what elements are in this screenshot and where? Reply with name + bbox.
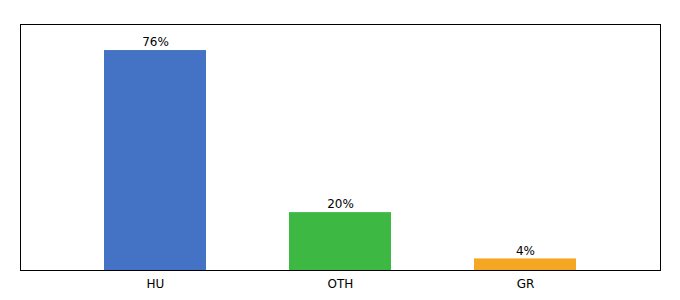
svg-text:OTH: OTH xyxy=(328,277,354,291)
svg-text:HU: HU xyxy=(147,277,165,291)
svg-text:GR: GR xyxy=(517,277,535,291)
svg-text:4%: 4% xyxy=(516,244,535,258)
svg-text:76%: 76% xyxy=(142,35,169,49)
svg-text:20%: 20% xyxy=(327,197,354,211)
